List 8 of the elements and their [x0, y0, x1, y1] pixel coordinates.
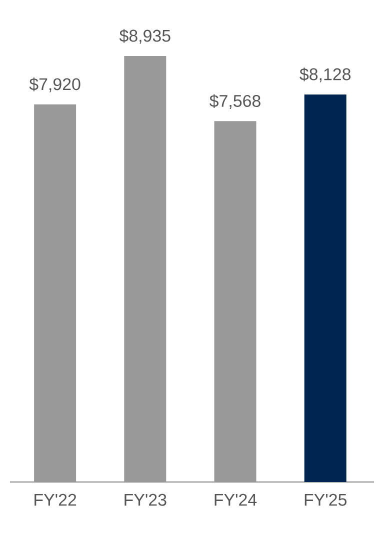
data-label: $7,568 — [210, 94, 260, 109]
x-tick-label: FY'22 — [34, 494, 76, 506]
x-tick-label: FY'24 — [214, 494, 257, 506]
x-tick-label: FY'25 — [304, 494, 346, 506]
data-label: $7,920 — [29, 77, 80, 92]
data-label: $8,128 — [300, 68, 351, 82]
x-tick-label: FY'23 — [124, 494, 166, 506]
data-label: $8,935 — [119, 29, 170, 44]
